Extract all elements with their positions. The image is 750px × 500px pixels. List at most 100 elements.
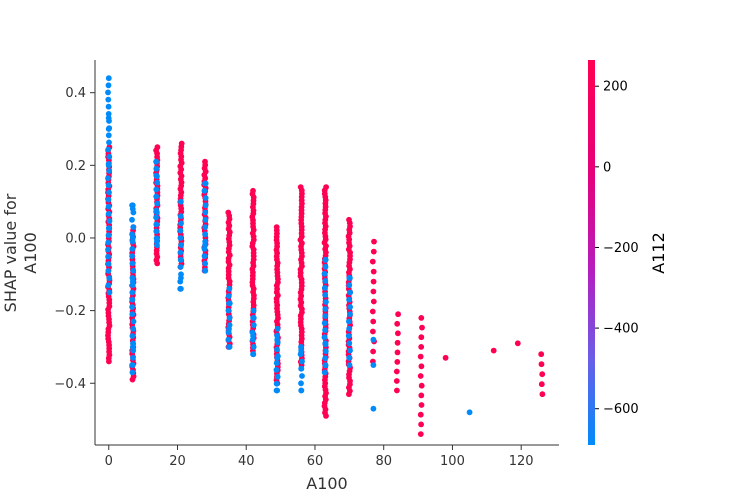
point-low-a112: [202, 231, 209, 238]
point-low-a112: [298, 387, 305, 394]
point-low-a112: [178, 242, 185, 249]
point-high-a112: [393, 378, 400, 384]
point-high-a112: [418, 421, 424, 428]
point-high-a112: [417, 373, 424, 379]
point-high-a112: [418, 315, 425, 321]
point-low-a112: [346, 340, 353, 347]
y-tick-label: 0.4: [65, 86, 86, 101]
point-low-a112: [105, 146, 112, 153]
y-tick-label: 0.2: [65, 159, 86, 174]
y-axis-label-group: SHAP value for A100: [1, 193, 40, 312]
point-low-a112: [299, 373, 305, 379]
point-low-a112: [177, 249, 184, 256]
point-low-a112: [177, 264, 184, 270]
point-low-a112: [322, 327, 328, 333]
x-tick-label: 60: [307, 454, 324, 469]
point-low-a112: [226, 325, 232, 332]
point-high-a112: [369, 258, 376, 265]
point-low-a112: [347, 311, 353, 318]
y-tick-label: −0.2: [54, 304, 86, 319]
point-low-a112: [105, 115, 112, 121]
point-low-a112: [226, 285, 233, 292]
point-low-a112: [105, 225, 112, 232]
point-low-a112: [129, 362, 136, 368]
point-low-a112: [321, 320, 328, 326]
point-low-a112: [105, 182, 112, 189]
point-low-a112: [178, 198, 184, 205]
point-high-a112: [370, 268, 377, 275]
point-high-a112: [346, 216, 352, 223]
point-low-a112: [105, 239, 112, 246]
point-low-a112: [105, 268, 112, 274]
point-low-a112: [347, 304, 353, 310]
point-high-a112: [395, 311, 401, 318]
point-low-a112: [274, 373, 281, 380]
point-high-a112: [370, 298, 377, 305]
point-low-a112: [130, 318, 137, 325]
point-low-a112: [130, 267, 137, 274]
point-low-a112: [129, 278, 136, 285]
point-low-a112: [105, 132, 112, 139]
point-high-a112: [395, 330, 401, 337]
point-low-a112: [322, 340, 329, 347]
point-low-a112: [129, 246, 136, 252]
point-low-a112: [106, 275, 113, 282]
point-low-a112: [129, 296, 136, 303]
point-low-a112: [105, 246, 111, 253]
point-low-a112: [129, 206, 136, 212]
point-low-a112: [226, 344, 232, 350]
point-low-a112: [105, 75, 112, 82]
point-low-a112: [129, 253, 136, 259]
point-low-a112: [322, 313, 329, 319]
point-high-a112: [225, 209, 232, 216]
point-low-a112: [226, 300, 232, 307]
point-low-a112: [178, 275, 184, 281]
point-low-a112: [274, 346, 280, 353]
point-low-a112: [129, 289, 136, 296]
point-low-a112: [154, 200, 161, 207]
point-low-a112: [322, 306, 329, 312]
point-low-a112: [202, 224, 209, 231]
point-low-a112: [321, 270, 328, 277]
point-high-a112: [154, 144, 161, 151]
point-low-a112: [346, 275, 353, 281]
point-low-a112: [106, 189, 112, 196]
point-low-a112: [178, 256, 184, 263]
point-low-a112: [178, 220, 184, 227]
point-low-a112: [105, 196, 112, 203]
point-high-a112: [178, 140, 185, 147]
point-high-a112: [419, 324, 425, 331]
point-low-a112: [322, 285, 328, 291]
point-low-a112: [130, 354, 136, 361]
point-low-a112: [153, 186, 160, 193]
point-low-a112: [106, 139, 112, 146]
point-low-a112: [105, 175, 111, 182]
point-low-a112: [105, 82, 112, 89]
point-low-a112: [321, 334, 328, 341]
y-axis-label-line-1: SHAP value for: [1, 193, 20, 312]
point-low-a112: [106, 289, 113, 296]
point-low-a112: [130, 325, 137, 332]
point-low-a112: [321, 369, 328, 376]
point-low-a112: [105, 126, 112, 132]
x-tick-label: 20: [169, 454, 186, 469]
point-low-a112: [105, 162, 112, 169]
point-low-a112: [273, 360, 280, 366]
point-low-a112: [129, 216, 135, 223]
point-low-a112: [273, 380, 280, 387]
point-low-a112: [298, 347, 305, 354]
colorbar-tick-label: 0: [603, 160, 611, 175]
point-low-a112: [105, 232, 112, 239]
point-high-a112: [538, 351, 545, 358]
point-low-a112: [250, 315, 256, 321]
point-high-a112: [370, 288, 377, 295]
point-low-a112: [105, 111, 112, 117]
point-high-a112: [323, 184, 329, 191]
point-low-a112: [105, 203, 112, 210]
point-low-a112: [153, 165, 160, 172]
point-high-a112: [417, 411, 424, 418]
point-high-a112: [514, 340, 521, 347]
point-low-a112: [466, 409, 473, 416]
colorbar-tick-label: −400: [603, 322, 639, 337]
point-low-a112: [370, 405, 377, 412]
